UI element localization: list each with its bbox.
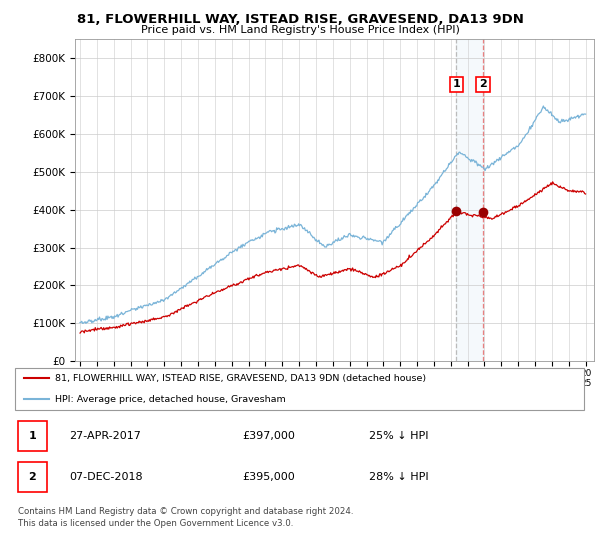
- Text: 1: 1: [28, 431, 36, 441]
- Text: Contains HM Land Registry data © Crown copyright and database right 2024.
This d: Contains HM Land Registry data © Crown c…: [18, 507, 353, 528]
- Text: HPI: Average price, detached house, Gravesham: HPI: Average price, detached house, Grav…: [55, 395, 286, 404]
- Text: £397,000: £397,000: [242, 431, 295, 441]
- Text: 28% ↓ HPI: 28% ↓ HPI: [369, 472, 429, 482]
- Text: 1: 1: [452, 80, 460, 89]
- Bar: [18, 462, 47, 492]
- Text: 2: 2: [479, 80, 487, 89]
- Text: 81, FLOWERHILL WAY, ISTEAD RISE, GRAVESEND, DA13 9DN (detached house): 81, FLOWERHILL WAY, ISTEAD RISE, GRAVESE…: [55, 374, 427, 382]
- Text: 81, FLOWERHILL WAY, ISTEAD RISE, GRAVESEND, DA13 9DN: 81, FLOWERHILL WAY, ISTEAD RISE, GRAVESE…: [77, 13, 523, 26]
- Text: 25% ↓ HPI: 25% ↓ HPI: [369, 431, 428, 441]
- Bar: [456, 39, 483, 361]
- Text: £395,000: £395,000: [242, 472, 295, 482]
- Text: 07-DEC-2018: 07-DEC-2018: [70, 472, 143, 482]
- Text: Price paid vs. HM Land Registry's House Price Index (HPI): Price paid vs. HM Land Registry's House …: [140, 25, 460, 35]
- Bar: [18, 421, 47, 451]
- Text: 27-APR-2017: 27-APR-2017: [70, 431, 142, 441]
- Text: 2: 2: [28, 472, 36, 482]
